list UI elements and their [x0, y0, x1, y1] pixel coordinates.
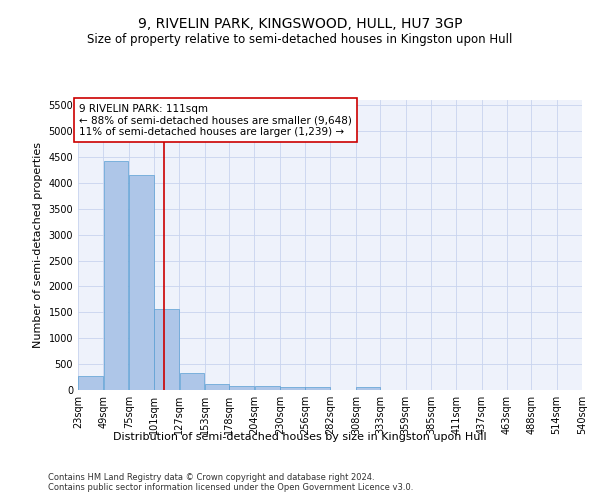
Bar: [229, 386, 254, 390]
Bar: [78, 376, 103, 390]
Text: Distribution of semi-detached houses by size in Kingston upon Hull: Distribution of semi-detached houses by …: [113, 432, 487, 442]
Y-axis label: Number of semi-detached properties: Number of semi-detached properties: [33, 142, 43, 348]
Bar: [205, 384, 229, 390]
Bar: [305, 387, 330, 390]
Bar: [154, 309, 179, 390]
Text: Size of property relative to semi-detached houses in Kingston upon Hull: Size of property relative to semi-detach…: [88, 32, 512, 46]
Text: Contains HM Land Registry data © Crown copyright and database right 2024.: Contains HM Land Registry data © Crown c…: [48, 472, 374, 482]
Text: Contains public sector information licensed under the Open Government Licence v3: Contains public sector information licen…: [48, 482, 413, 492]
Text: 9 RIVELIN PARK: 111sqm
← 88% of semi-detached houses are smaller (9,648)
11% of : 9 RIVELIN PARK: 111sqm ← 88% of semi-det…: [79, 104, 352, 137]
Bar: [280, 386, 305, 390]
Bar: [356, 387, 380, 390]
Bar: [104, 160, 128, 390]
Bar: [254, 386, 280, 390]
Bar: [179, 374, 205, 390]
Bar: [129, 174, 154, 390]
Text: 9, RIVELIN PARK, KINGSWOOD, HULL, HU7 3GP: 9, RIVELIN PARK, KINGSWOOD, HULL, HU7 3G…: [138, 18, 462, 32]
